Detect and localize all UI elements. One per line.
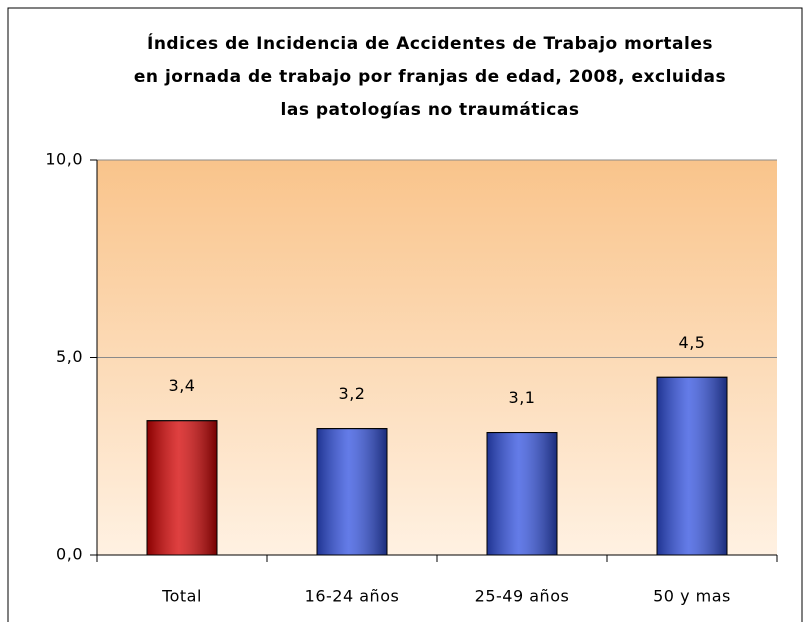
data-label: 3,4 (169, 376, 196, 395)
chart-title: Índices de Incidencia de Accidentes de T… (147, 32, 713, 54)
x-tick-label: 16-24 años (305, 587, 400, 606)
bar-shine (316, 428, 388, 556)
data-label: 3,1 (509, 388, 536, 407)
data-label: 3,2 (339, 384, 366, 403)
y-tick-label: 5,0 (56, 347, 83, 366)
bar-shine (486, 432, 558, 556)
y-tick-label: 10,0 (45, 150, 83, 169)
bar-shine (656, 376, 728, 556)
x-tick-label: 50 y mas (653, 587, 731, 606)
bar-shine (146, 420, 218, 556)
data-label: 4,5 (679, 333, 706, 352)
y-tick-label: 0,0 (56, 545, 83, 564)
chart-title: las patologías no traumáticas (281, 100, 580, 120)
chart-title: en jornada de trabajo por franjas de eda… (134, 67, 726, 87)
x-tick-label: Total (161, 587, 202, 606)
x-tick-label: 25-49 años (475, 587, 570, 606)
